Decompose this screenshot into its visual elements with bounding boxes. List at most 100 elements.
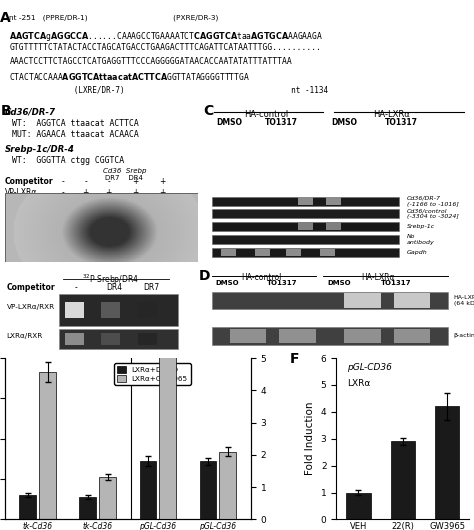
Text: +: + [160,177,166,186]
Text: DR4: DR4 [107,283,123,292]
FancyBboxPatch shape [211,292,448,310]
FancyBboxPatch shape [221,249,236,256]
Text: HA-control: HA-control [241,273,281,282]
Text: C: C [204,104,214,118]
Text: VP-LXRα/RXR: VP-LXRα/RXR [7,304,55,310]
FancyBboxPatch shape [138,302,157,318]
Text: TO1317: TO1317 [385,118,418,127]
FancyBboxPatch shape [64,333,84,345]
FancyBboxPatch shape [211,327,448,345]
Text: pGL-CD36: pGL-CD36 [347,363,392,372]
FancyBboxPatch shape [101,302,120,318]
FancyBboxPatch shape [211,209,399,218]
Text: HA-LXRα: HA-LXRα [361,273,395,282]
Text: +: + [133,177,139,186]
Text: nt -251   (PPRE/DR-1)                                    (PXRE/DR-3): nt -251 (PPRE/DR-1) (PXRE/DR-3) [9,14,219,21]
Text: AAACTCCTTCTAGCCTCATGAGGTTTCCCAGGGGGATAACACCAATATATTTATTTAA: AAACTCCTTCTAGCCTCATGAGGTTTCCCAGGGGGATAAC… [9,57,292,66]
Text: GTGTTTTTCTATACTACCTAGCATGACCTGAAGACTTTCAGATTCATAATTTGG..........: GTGTTTTTCTATACTACCTAGCATGACCTGAAGACTTTCA… [9,43,321,52]
FancyBboxPatch shape [320,249,335,256]
Text: A: A [0,11,11,24]
Bar [39,372,56,519]
Text: β-actin: β-actin [454,333,474,339]
FancyBboxPatch shape [211,197,399,206]
Text: -: - [108,177,110,186]
FancyBboxPatch shape [255,249,270,256]
Text: +: + [160,188,166,197]
Text: TO1317: TO1317 [266,280,297,286]
FancyBboxPatch shape [138,333,157,345]
FancyBboxPatch shape [101,333,120,345]
FancyBboxPatch shape [64,302,84,318]
Bar [435,407,459,519]
Bar [219,452,236,519]
FancyBboxPatch shape [279,329,316,343]
Text: DMSO: DMSO [217,118,243,127]
Bar [139,461,156,519]
Text: DR7    DR4: DR7 DR4 [105,175,143,181]
FancyBboxPatch shape [59,329,178,349]
Text: B: B [1,104,11,118]
FancyBboxPatch shape [298,198,313,205]
FancyBboxPatch shape [344,293,381,308]
Text: CTACTACCAAA$\mathbf{AGGTCAttaacat}$$\mathbf{ACTTCA}$GGTTATAGGGGTTTTGA: CTACTACCAAA$\mathbf{AGGTCAttaacat}$$\mat… [9,71,250,82]
Text: +: + [106,188,112,197]
Bar [19,495,36,519]
Bar [200,461,216,519]
Text: WT:  AGGTCA ttaacat ACTTCA: WT: AGGTCA ttaacat ACTTCA [12,119,139,128]
Bar [159,297,176,519]
Text: TO1317: TO1317 [381,280,411,286]
FancyBboxPatch shape [211,222,399,231]
Text: LXRα: LXRα [347,379,370,388]
Text: No
antibody: No antibody [407,234,435,245]
FancyBboxPatch shape [230,329,266,343]
Text: Competitor: Competitor [5,177,54,186]
Text: +: + [160,199,166,208]
FancyBboxPatch shape [326,198,341,205]
Text: RXR: RXR [5,199,21,208]
Text: MUT: AGAACA ttaacat ACAACA: MUT: AGAACA ttaacat ACAACA [12,130,139,139]
Text: Gapdh: Gapdh [407,250,428,255]
Bar [346,492,371,519]
FancyBboxPatch shape [326,223,341,230]
Text: TO1317: TO1317 [265,118,298,127]
Text: Cd36/DR-7
(-1166 to -1016]: Cd36/DR-7 (-1166 to -1016] [407,196,459,207]
Text: -: - [84,199,87,208]
Text: $^{32}$P-Srebp/DR4: $^{32}$P-Srebp/DR4 [82,272,139,287]
Text: +: + [133,199,139,208]
Text: -: - [61,188,64,197]
Bar [391,441,415,519]
Text: +: + [133,188,139,197]
Bar [99,477,116,519]
FancyBboxPatch shape [211,235,399,244]
Text: -: - [75,283,77,292]
Text: $\mathbf{AAGTCA}$g$\mathbf{AGGCCA}$......CAAAGCCTGAAAATCT$\mathbf{CAGGTCA}$taa$\: $\mathbf{AAGTCA}$g$\mathbf{AGGCCA}$.....… [9,30,323,42]
Text: -: - [61,177,64,186]
Text: LXRα/RXR: LXRα/RXR [7,333,43,339]
Bar [80,497,96,519]
FancyBboxPatch shape [59,294,178,326]
Legend: LXRα+DMSO, LXRα+GW3965: LXRα+DMSO, LXRα+GW3965 [114,363,191,385]
FancyBboxPatch shape [298,223,313,230]
FancyBboxPatch shape [344,329,381,343]
Text: Srebp-1c/DR-4: Srebp-1c/DR-4 [5,145,74,154]
Text: +: + [82,188,89,197]
Y-axis label: Fold Induction: Fold Induction [305,402,315,475]
Text: +: + [59,199,66,208]
Text: HA-control: HA-control [244,110,288,119]
Text: Cd36/DR-7: Cd36/DR-7 [5,107,56,116]
Text: Srebp-1c: Srebp-1c [407,224,435,228]
Text: +: + [106,199,112,208]
FancyBboxPatch shape [394,329,430,343]
Text: HA-LXRα: HA-LXRα [373,110,410,119]
Text: (LXRE/DR-7)                                    nt -1134: (LXRE/DR-7) nt -1134 [9,86,328,95]
Text: F: F [290,351,299,366]
Text: Cd36  Srebp: Cd36 Srebp [102,167,146,174]
Text: Competitor: Competitor [7,283,55,292]
FancyBboxPatch shape [211,248,399,257]
FancyBboxPatch shape [286,249,301,256]
Text: DMSO: DMSO [327,280,351,286]
FancyBboxPatch shape [394,293,430,308]
Text: WT:  GGGTTA ctgg CGGTCA: WT: GGGTTA ctgg CGGTCA [12,156,125,165]
Text: DR7: DR7 [143,283,159,292]
Text: D: D [199,269,210,283]
